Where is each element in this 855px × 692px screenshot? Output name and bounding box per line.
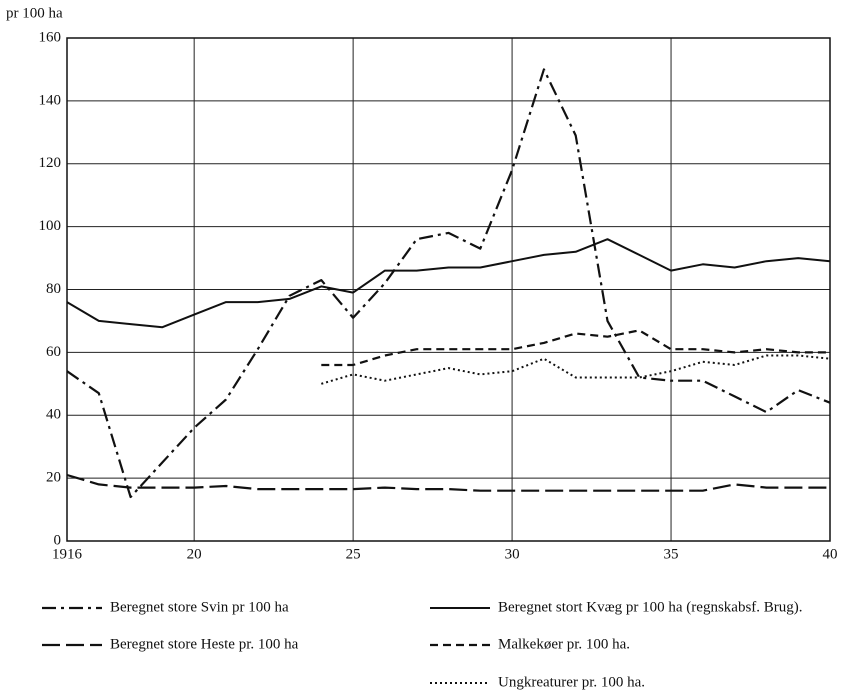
y-tick-label: 0 <box>54 532 62 548</box>
x-tick-label: 30 <box>505 546 520 562</box>
y-tick-label: 160 <box>39 29 62 45</box>
y-tick-label: 20 <box>46 470 61 486</box>
y-tick-label: 120 <box>39 155 62 171</box>
series-line <box>321 354 831 385</box>
y-axis-label: pr 100 ha <box>6 5 63 21</box>
y-tick-label: 100 <box>39 218 62 234</box>
series-line <box>66 473 830 492</box>
x-tick-label: 40 <box>823 546 838 562</box>
legend-label: Beregnet stort Kvæg pr 100 ha (regnskabs… <box>498 599 803 615</box>
x-tick-label: 20 <box>187 546 202 562</box>
legend-label: Beregnet store Svin pr 100 ha <box>110 599 289 615</box>
y-tick-label: 40 <box>46 407 61 423</box>
plot-frame <box>66 37 831 542</box>
y-tick-label: 80 <box>46 281 61 297</box>
x-tick-label: 35 <box>664 546 679 562</box>
series-line <box>66 238 831 329</box>
y-tick-label: 140 <box>39 92 62 108</box>
legend-label: Malkekøer pr. 100 ha. <box>498 636 630 652</box>
series-line <box>321 329 830 367</box>
legend-label: Beregnet store Heste pr. 100 ha <box>110 636 299 652</box>
x-tick-label: 25 <box>346 546 361 562</box>
y-tick-label: 60 <box>46 344 61 360</box>
legend-label: Ungkreaturer pr. 100 ha. <box>498 674 645 690</box>
x-tick-label: 1916 <box>52 546 83 562</box>
series-line <box>66 68 831 499</box>
